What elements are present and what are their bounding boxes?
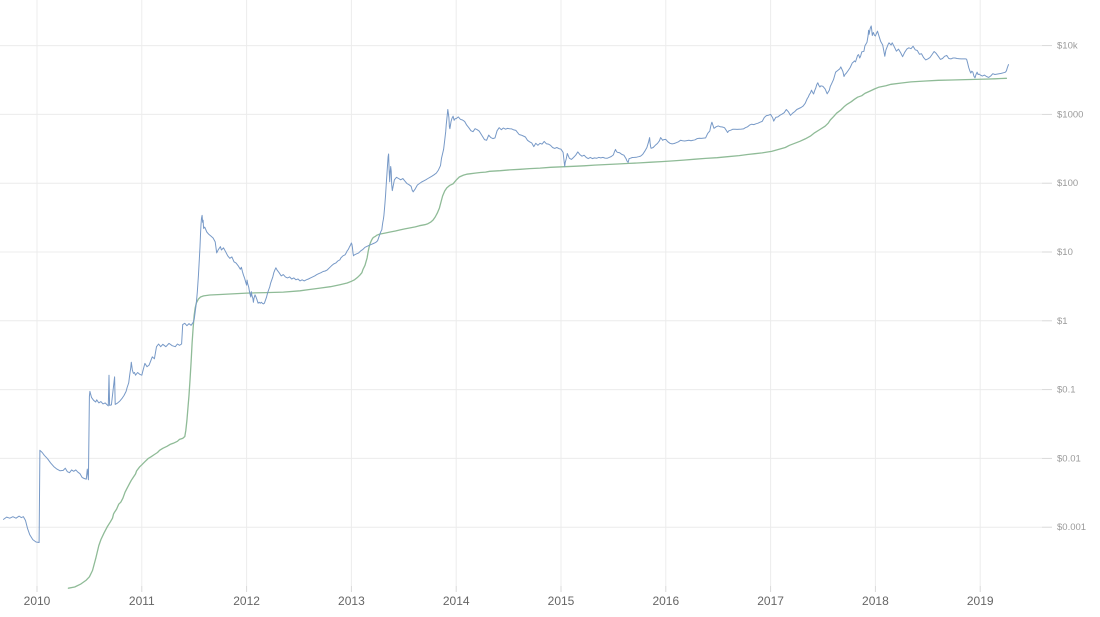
x-tick-label: 2016 [652,594,679,608]
x-tick-label: 2017 [757,594,784,608]
y-tick-label: $10k [1057,41,1078,52]
y-tick-label: $10 [1057,247,1073,258]
x-tick-label: 2011 [129,594,155,608]
y-tick-label: $0.01 [1057,453,1081,464]
y-axis-labels: $10k $1000 $100 $10 $1 $0.1 $0.01 $0.001 [1057,41,1086,534]
x-tick-label: 2018 [862,594,889,608]
x-tick-label: 2012 [233,594,260,608]
x-tick-label: 2019 [967,594,994,608]
y-tick-label: $1 [1057,316,1068,327]
y-tick-label: $0.001 [1057,522,1086,533]
x-tick-label: 2010 [24,594,51,608]
horizontal-gridlines [0,45,1052,528]
series-trend-green [67,77,1008,589]
vertical-gridlines [36,0,981,592]
y-tick-label: $100 [1057,178,1078,189]
x-tick-label: 2013 [338,594,365,608]
data-series [3,25,1009,589]
x-tick-label: 2014 [443,594,470,608]
y-tick-label: $0.1 [1057,385,1076,396]
x-tick-label: 2015 [548,594,575,608]
y-tick-label: $1000 [1057,109,1083,120]
series-price-usd-blue [3,25,1009,543]
x-axis-labels: 2010 2011 2012 2013 2014 2015 2016 2017 2018 2019 [24,594,994,608]
